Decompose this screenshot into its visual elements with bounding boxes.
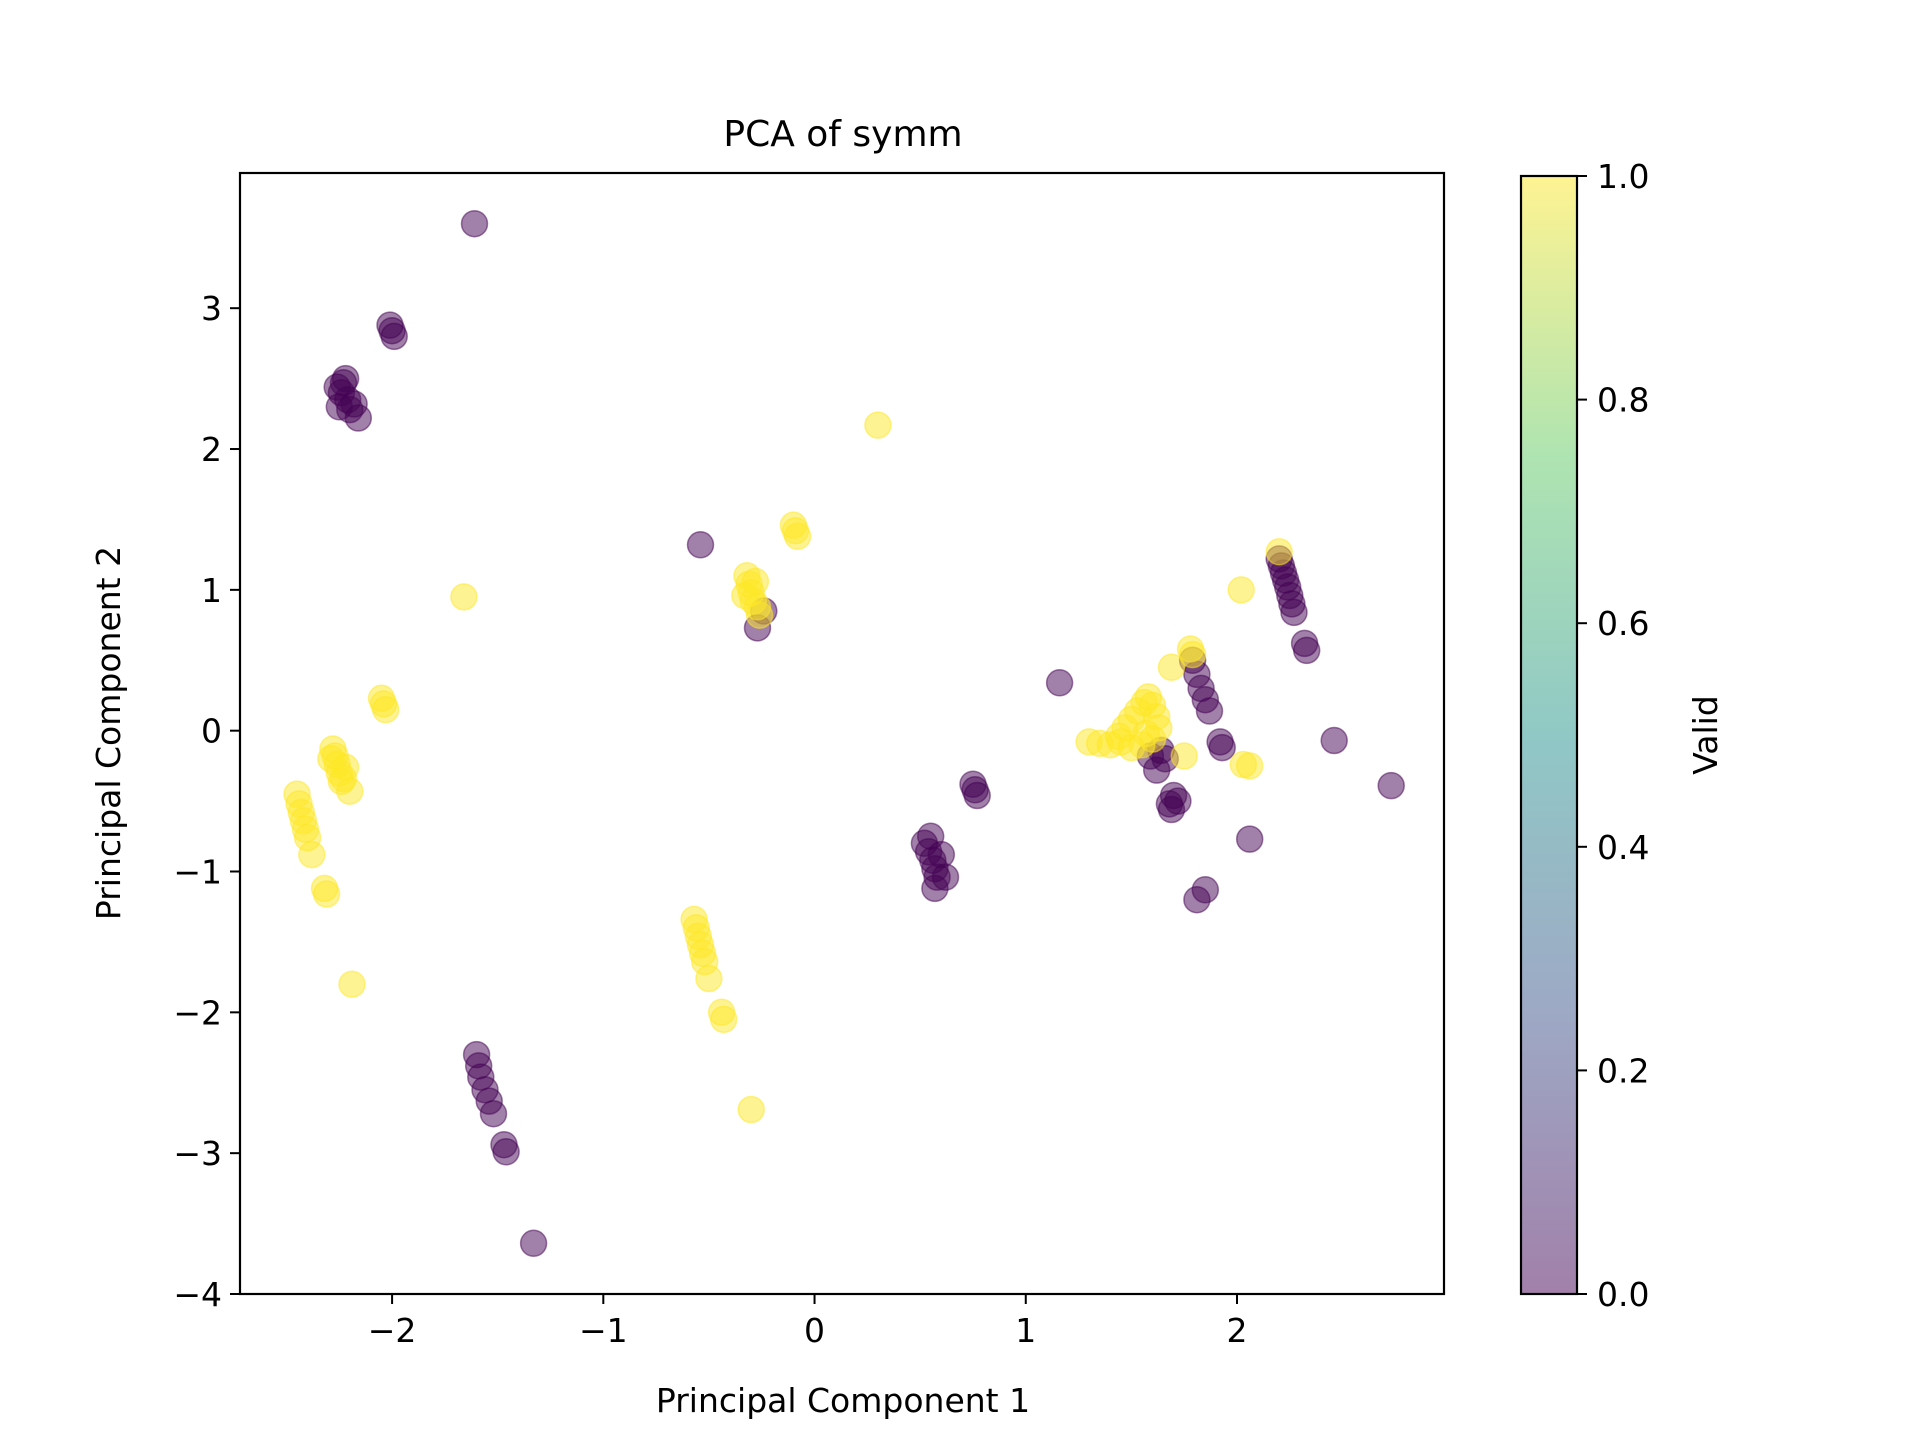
plot-area-frame: [238, 171, 1446, 1296]
scatter-point: [1208, 733, 1236, 762]
scatter-point: [695, 964, 723, 993]
colorbar-frame: [1519, 174, 1579, 1296]
scatter-point: [460, 209, 489, 238]
chart-title: PCA of symm: [723, 114, 962, 155]
colorbar: 0.0 0.2 0.4 0.6 0.8 1.0 Valid: [1519, 157, 1725, 1314]
y-tick-label: 1: [201, 571, 222, 610]
scatter-point: [1132, 719, 1160, 748]
y-tick-label: 2: [201, 430, 222, 469]
x-tick-label: −1: [579, 1311, 628, 1350]
scatter-point: [1235, 825, 1264, 853]
scatter-point: [1280, 598, 1308, 627]
scatter-point: [1157, 795, 1186, 824]
x-tick-label: 2: [1226, 1311, 1247, 1350]
scatter-point: [921, 874, 949, 903]
scatter-point: [344, 404, 373, 432]
scatter-point: [1377, 771, 1405, 800]
y-tick-label: −4: [173, 1275, 222, 1314]
scatter-point: [1320, 726, 1348, 755]
y-tick-label: −1: [173, 853, 222, 892]
x-axis: −2 −1 0 1 2: [368, 1294, 1247, 1350]
scatter-point: [963, 781, 991, 810]
scatter-point: [1191, 876, 1220, 904]
colorbar-label: Valid: [1686, 695, 1725, 775]
colorbar-tick-label: 0.8: [1597, 381, 1649, 420]
scatter-point: [519, 1229, 548, 1258]
scatter-point: [338, 970, 366, 998]
scatter-point: [479, 1099, 508, 1128]
scatter-point: [864, 411, 892, 439]
scatter-point: [492, 1138, 520, 1166]
colorbar-tick-label: 0.0: [1597, 1275, 1649, 1314]
y-tick-label: −3: [173, 1134, 222, 1173]
y-axis: −4 −3 −2 −1 0 1 2 3: [173, 289, 240, 1314]
x-axis-label: Principal Component 1: [656, 1381, 1030, 1420]
colorbar-tick-label: 0.4: [1597, 828, 1649, 867]
scatter-point: [329, 764, 358, 793]
scatter-point: [1107, 728, 1135, 756]
colorbar-gradient: [1521, 176, 1577, 1294]
scatter-point: [1157, 653, 1186, 682]
scatter-point: [1227, 576, 1255, 604]
scatter-point: [927, 840, 956, 869]
scatter-point: [298, 840, 326, 869]
y-tick-label: −2: [173, 993, 222, 1032]
scatter-point: [329, 369, 358, 397]
scatter-point: [450, 583, 478, 611]
scatter-point: [1195, 697, 1224, 725]
scatter-point: [1292, 636, 1321, 665]
scatter-point: [317, 745, 345, 773]
scatter-point: [686, 531, 715, 559]
scatter-point: [709, 1005, 738, 1034]
colorbar-tick-label: 1.0: [1597, 157, 1649, 196]
y-tick-label: 3: [201, 289, 222, 328]
y-tick-label: 0: [201, 712, 222, 751]
x-tick-label: 1: [1015, 1311, 1036, 1350]
x-tick-label: 0: [804, 1311, 825, 1350]
scatter-point: [380, 322, 408, 351]
scatter-point: [371, 695, 400, 724]
scatter-point: [741, 567, 770, 596]
scatter-point: [737, 1095, 765, 1124]
y-axis-label: Principal Component 2: [89, 546, 128, 920]
points-layer: [283, 209, 1405, 1258]
scatter-point: [745, 601, 774, 629]
colorbar-tick-label: 0.6: [1597, 604, 1649, 643]
scatter-point: [312, 880, 341, 908]
scatter-point: [1045, 669, 1074, 697]
scatter-point: [1235, 752, 1264, 780]
scatter-point: [783, 522, 812, 551]
colorbar-ticks: 0.0 0.2 0.4 0.6 0.8 1.0: [1577, 157, 1649, 1314]
colorbar-tick-label: 0.2: [1597, 1051, 1649, 1090]
scatter-point: [1170, 742, 1198, 770]
x-tick-label: −2: [368, 1311, 417, 1350]
scatter-point: [1178, 640, 1207, 669]
scatter-point: [1265, 538, 1293, 566]
